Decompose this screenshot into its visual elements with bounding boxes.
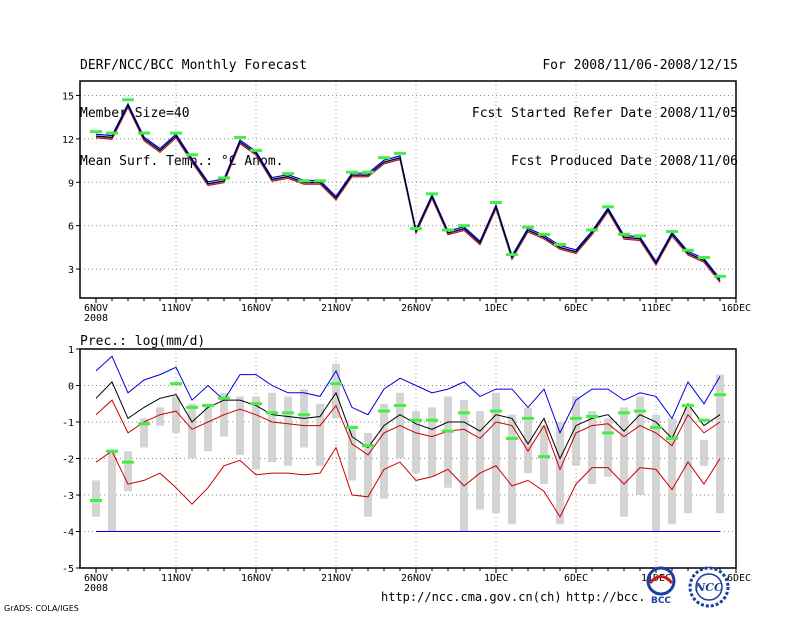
temp-ytick-label: 9 <box>68 178 74 189</box>
header-left: DERF/NCC/BCC Monthly Forecast Member Siz… <box>80 26 307 186</box>
prec-xtick-label: 21NOV <box>321 573 351 584</box>
prec-range-box <box>636 396 644 495</box>
prec-range-box <box>268 392 276 463</box>
temp-xtick-label: 6DEC <box>564 303 588 314</box>
prec-range-box <box>700 440 708 466</box>
prec-xtick-label: 11NOV <box>161 573 191 584</box>
prec-range-box <box>428 407 436 477</box>
temp-xtick-label: 11NOV <box>161 303 191 314</box>
prec-line-min <box>95 446 721 518</box>
chart-title: DERF/NCC/BCC Monthly Forecast <box>80 58 307 73</box>
temp-panel <box>76 80 737 303</box>
forecast-produced: Fcst Produced Date 2008/11/06 <box>511 154 738 169</box>
prec-range-box <box>652 414 660 532</box>
prec-line-mean <box>95 381 721 460</box>
prec-xtick-label: 6NOV <box>84 573 108 584</box>
prec-range-box <box>92 480 100 517</box>
prec-range-box <box>204 403 212 452</box>
ncc-logo: NCC <box>688 566 730 608</box>
prec-range-box <box>284 396 292 466</box>
ncc-logo-text: NCC <box>694 581 723 594</box>
prec-panel <box>76 348 737 573</box>
prec-ytick-label: -5 <box>62 564 74 575</box>
grads-credit: GrADS: COLA/IGES <box>4 604 79 613</box>
temp-xtick-label: 6NOV <box>84 303 108 314</box>
prec-range-box <box>604 418 612 477</box>
prec-range-box <box>140 418 148 448</box>
prec-ytick-label: 1 <box>68 345 74 356</box>
prec-ytick-label: 0 <box>68 382 74 393</box>
prec-range-box <box>556 422 564 525</box>
temp-xtick-label: 21NOV <box>321 303 351 314</box>
prec-ytick-label: -3 <box>62 491 74 502</box>
temp-ytick-label: 3 <box>68 265 74 276</box>
prec-line-lower <box>95 399 721 471</box>
prec-xtick-label: 16NOV <box>241 573 271 584</box>
prec-range-box <box>364 432 372 517</box>
temp-xtick-label: 1DEC <box>484 303 508 314</box>
temp-series-line <box>95 102 721 280</box>
prec-range-box <box>508 414 516 525</box>
prec-range-box <box>188 403 196 459</box>
prec-range-box <box>348 429 356 481</box>
temp-ytick-label: 15 <box>62 91 74 102</box>
prec-range-box <box>492 392 500 514</box>
prec-range-box <box>540 425 548 485</box>
prec-ytick-label: -1 <box>62 418 74 429</box>
prec-ytick-label: -4 <box>62 528 74 539</box>
prec-range-box <box>156 407 164 426</box>
prec-range-box <box>588 411 596 485</box>
temp-ytick-label: 12 <box>62 135 74 146</box>
variable-label: Mean Surf. Temp.: °C Anom. <box>80 154 284 169</box>
prec-range-box <box>236 396 244 455</box>
footer-url-ch[interactable]: http://ncc.cma.gov.cn(ch) <box>381 590 562 604</box>
header-right: For 2008/11/06-2008/12/15 Fcst Started R… <box>472 26 738 186</box>
prec-range-box <box>108 451 116 532</box>
temp-xtick-label: 16NOV <box>241 303 271 314</box>
prec-xtick-year: 2008 <box>84 583 108 594</box>
prec-range-box <box>716 374 724 514</box>
temp-xtick-label: 26NOV <box>401 303 431 314</box>
prec-range-box <box>476 411 484 510</box>
prec-line-upper <box>95 355 721 435</box>
prec-range-box <box>460 400 468 532</box>
prec-range-box <box>684 407 692 514</box>
prec-range-box <box>172 396 180 433</box>
forecast-started: Fcst Started Refer Date 2008/11/05 <box>471 106 738 121</box>
prec-range-box <box>444 396 452 488</box>
prec-ytick-label: -2 <box>62 455 74 466</box>
prec-range-box <box>524 407 532 474</box>
footer-url-en[interactable]: http://bcc. <box>566 590 646 604</box>
bcc-logo-text: BCC <box>651 596 671 606</box>
forecast-period: For 2008/11/06-2008/12/15 <box>542 58 738 73</box>
prec-range-box <box>252 396 260 470</box>
temp-series-line <box>95 104 721 281</box>
prec-xtick-label: 1DEC <box>484 573 508 584</box>
temp-frame <box>79 80 737 299</box>
prec-range-box <box>412 411 420 474</box>
prec-range-box <box>316 403 324 466</box>
prec-range-box <box>124 451 132 492</box>
precip-panel-title: Prec.: log(mm/d) <box>80 334 205 349</box>
prec-xtick-label: 6DEC <box>564 573 588 584</box>
temp-xtick-label: 16DEC <box>721 303 751 314</box>
prec-range-box <box>380 403 388 499</box>
prec-xtick-label: 16DEC <box>721 573 751 584</box>
prec-range-box <box>572 396 580 466</box>
temp-xtick-label: 11DEC <box>641 303 671 314</box>
prec-xtick-label: 26NOV <box>401 573 431 584</box>
temp-ytick-label: 6 <box>68 222 74 233</box>
temp-xtick-year: 2008 <box>84 313 108 324</box>
prec-range-box <box>620 407 628 517</box>
prec-frame <box>79 348 737 569</box>
prec-range-box <box>668 418 676 525</box>
prec-range-box <box>332 363 340 419</box>
bcc-logo: BCC <box>646 566 676 606</box>
